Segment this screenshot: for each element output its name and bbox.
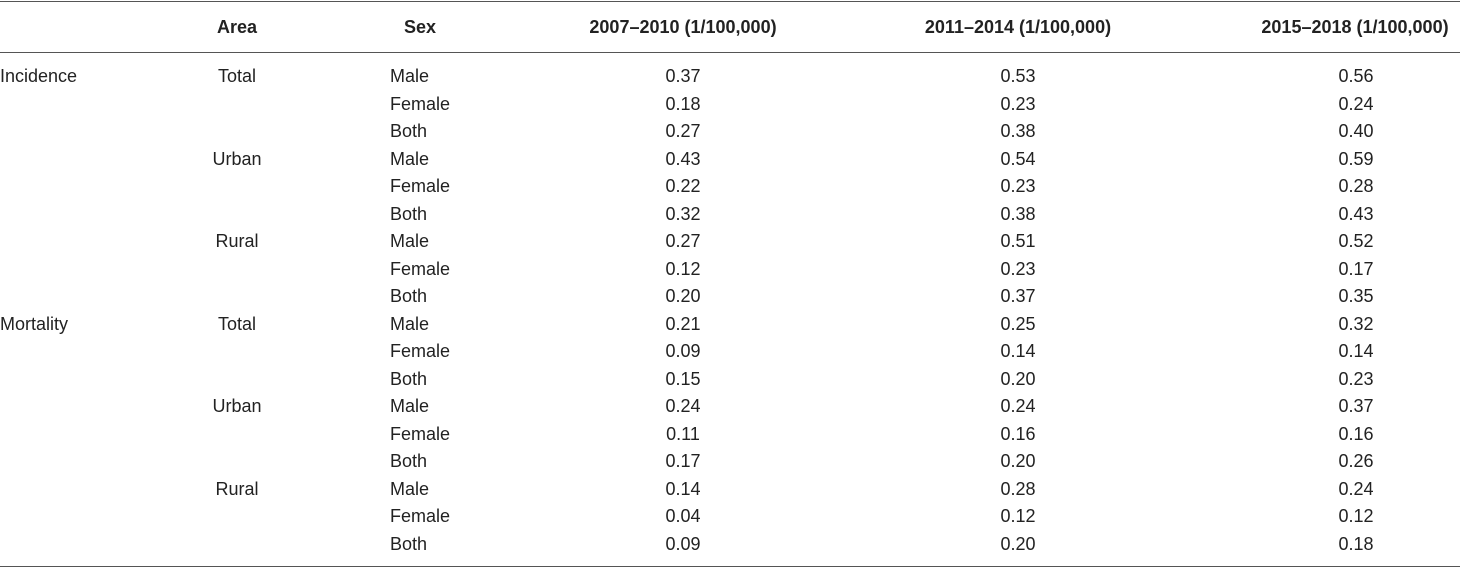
value-cell: 0.11 bbox=[666, 423, 700, 444]
value-cell: 0.12 bbox=[1000, 506, 1036, 526]
value-cell: 0.12 bbox=[1338, 506, 1374, 526]
row-label: Both bbox=[390, 203, 428, 224]
bottom-rule bbox=[0, 566, 1460, 567]
value-cell: 0.18 bbox=[1338, 533, 1374, 554]
row-label: Male bbox=[390, 231, 430, 251]
value-cell: 0.38 bbox=[1000, 121, 1036, 141]
value-cell: 0.32 bbox=[665, 203, 701, 224]
header-cell: Sex bbox=[403, 17, 437, 37]
row-label: Urban bbox=[212, 396, 262, 416]
value-cell: 0.59 bbox=[1338, 148, 1374, 169]
value-cell: 0.26 bbox=[1338, 451, 1374, 471]
value-cell: 0.32 bbox=[1338, 313, 1374, 334]
value-cell: 0.27 bbox=[665, 121, 701, 141]
value-cell: 0.56 bbox=[1338, 66, 1374, 86]
row-label: Male bbox=[390, 66, 430, 86]
value-cell: 0.52 bbox=[1338, 231, 1374, 251]
row-label: Both bbox=[390, 286, 428, 306]
value-cell: 0.28 bbox=[1000, 478, 1036, 499]
row-label: Incidence bbox=[0, 66, 78, 86]
value-cell: 0.20 bbox=[1000, 533, 1036, 554]
value-cell: 0.37 bbox=[665, 66, 701, 86]
row-label: Male bbox=[390, 396, 430, 416]
value-cell: 0.23 bbox=[1338, 368, 1374, 389]
value-cell: 0.53 bbox=[1000, 66, 1036, 86]
header-cell: 2015–2018 (1/100,000) bbox=[1261, 17, 1449, 37]
value-cell: 0.40 bbox=[1338, 121, 1374, 141]
value-cell: 0.43 bbox=[1338, 203, 1374, 224]
header-cell: Area bbox=[216, 17, 258, 37]
top-rule bbox=[0, 1, 1460, 2]
value-cell: 0.37 bbox=[1000, 286, 1036, 306]
value-cell: 0.20 bbox=[665, 286, 701, 306]
row-label: Female bbox=[390, 176, 451, 196]
value-cell: 0.38 bbox=[1000, 203, 1036, 224]
header-rule bbox=[0, 52, 1460, 53]
value-cell: 0.23 bbox=[1000, 93, 1036, 114]
value-cell: 0.20 bbox=[1000, 451, 1036, 471]
row-label: Both bbox=[390, 533, 428, 554]
row-label: Female bbox=[390, 341, 451, 361]
row-label: Rural bbox=[215, 478, 259, 499]
value-cell: 0.24 bbox=[665, 396, 701, 416]
value-cell: 0.17 bbox=[1338, 258, 1374, 279]
value-cell: 0.24 bbox=[1338, 478, 1374, 499]
value-cell: 0.22 bbox=[665, 176, 701, 196]
value-cell: 0.51 bbox=[1000, 231, 1036, 251]
value-cell: 0.27 bbox=[665, 231, 701, 251]
value-cell: 0.25 bbox=[1000, 313, 1036, 334]
row-label: Urban bbox=[212, 148, 262, 169]
row-label: Female bbox=[390, 506, 451, 526]
value-cell: 0.37 bbox=[1338, 396, 1374, 416]
value-cell: 0.18 bbox=[665, 93, 701, 114]
value-cell: 0.23 bbox=[1000, 258, 1036, 279]
value-cell: 0.09 bbox=[665, 533, 701, 554]
value-cell: 0.16 bbox=[1000, 423, 1036, 444]
value-cell: 0.21 bbox=[665, 313, 701, 334]
value-cell: 0.24 bbox=[1338, 93, 1374, 114]
row-label: Male bbox=[390, 148, 430, 169]
row-label: Mortality bbox=[0, 313, 69, 334]
value-cell: 0.43 bbox=[665, 148, 701, 169]
row-label: Rural bbox=[215, 231, 259, 251]
row-label: Total bbox=[217, 66, 257, 86]
row-label: Both bbox=[390, 368, 428, 389]
value-cell: 0.14 bbox=[665, 478, 701, 499]
row-label: Female bbox=[390, 423, 451, 444]
value-cell: 0.28 bbox=[1338, 176, 1374, 196]
row-label: Both bbox=[390, 451, 428, 471]
value-cell: 0.20 bbox=[1000, 368, 1036, 389]
value-cell: 0.23 bbox=[1000, 176, 1036, 196]
value-cell: 0.16 bbox=[1338, 423, 1374, 444]
row-label: Male bbox=[390, 313, 430, 334]
row-label: Female bbox=[390, 258, 451, 279]
value-cell: 0.04 bbox=[665, 506, 701, 526]
header-cell: 2007–2010 (1/100,000) bbox=[589, 17, 777, 37]
header-cell: 2011–2014 (1/100,000) bbox=[924, 17, 1112, 37]
row-label: Female bbox=[390, 93, 451, 114]
value-cell: 0.24 bbox=[1000, 396, 1036, 416]
row-label: Total bbox=[217, 313, 257, 334]
value-cell: 0.14 bbox=[1338, 341, 1374, 361]
value-cell: 0.15 bbox=[665, 368, 701, 389]
row-label: Both bbox=[390, 121, 428, 141]
value-cell: 0.12 bbox=[665, 258, 701, 279]
value-cell: 0.14 bbox=[1000, 341, 1036, 361]
row-label: Male bbox=[390, 478, 430, 499]
value-cell: 0.35 bbox=[1338, 286, 1374, 306]
value-cell: 0.54 bbox=[1000, 148, 1036, 169]
value-cell: 0.17 bbox=[665, 451, 701, 471]
value-cell: 0.09 bbox=[665, 341, 701, 361]
